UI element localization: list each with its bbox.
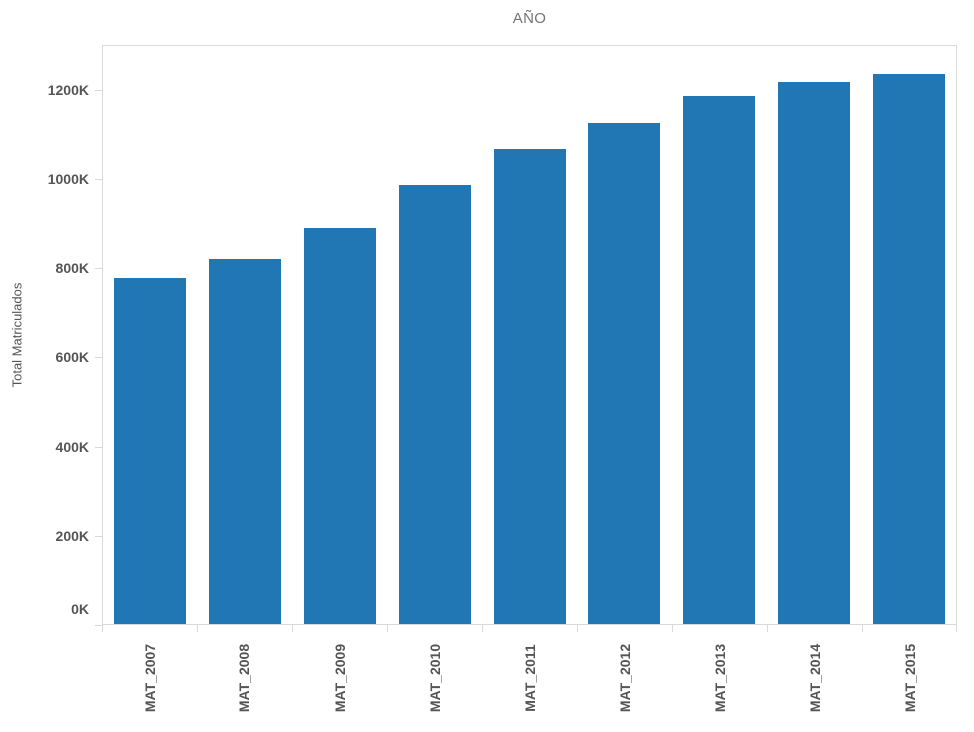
x-tick-mark [386, 625, 388, 632]
x-tick-label: MAT_2013 [711, 643, 728, 713]
bar-MAT_2012[interactable] [588, 122, 661, 624]
x-tick-mark [956, 625, 957, 632]
x-tick-label: MAT_2012 [616, 643, 633, 713]
bar-band [198, 46, 293, 624]
bar-MAT_2014[interactable] [777, 82, 850, 624]
y-tick-mark [95, 535, 102, 537]
x-tick-mark [481, 625, 483, 632]
y-tick-label: 400K [55, 438, 89, 455]
bar-MAT_2015[interactable] [872, 74, 945, 624]
x-tick-mark [577, 625, 578, 632]
bar-MAT_2009[interactable] [303, 228, 376, 624]
bar-MAT_2011[interactable] [493, 148, 566, 624]
y-tick-mark [95, 268, 102, 270]
x-tick-mark [102, 625, 103, 632]
x-tick-label: MAT_2014 [806, 643, 823, 713]
y-tick-label: 1200K [47, 81, 89, 98]
y-tick-mark [95, 178, 102, 180]
bar-MAT_2008[interactable] [209, 259, 282, 624]
y-tick-label: 800K [55, 260, 89, 277]
plot-area [103, 46, 956, 624]
x-tick-label: MAT_2007 [141, 643, 158, 713]
bar-band [103, 46, 198, 624]
y-tick-mark [95, 89, 102, 91]
bar-band [672, 46, 767, 624]
bar-band [387, 46, 482, 624]
chart-title: AÑO [512, 10, 547, 27]
y-tick-label: 1000K [47, 170, 89, 187]
bar-band [577, 46, 672, 624]
y-tick-mark [95, 625, 102, 626]
x-tick-mark [671, 625, 673, 632]
bar-MAT_2007[interactable] [114, 278, 187, 624]
plot-pane [102, 45, 957, 625]
y-tick-label: 0K [71, 601, 89, 617]
bar-band [293, 46, 388, 624]
x-tick-label: MAT_2011 [521, 644, 538, 712]
x-tick-mark [861, 625, 863, 632]
bar-band [861, 46, 956, 624]
x-tick-mark [767, 625, 768, 632]
bar-band [482, 46, 577, 624]
x-axis-labels: MAT_2007 MAT_2008 MAT_2009 MAT_2010 MAT_2011… [102, 631, 957, 729]
x-tick-label: MAT_2008 [236, 643, 253, 713]
x-axis [102, 625, 957, 633]
x-tick-label: MAT_2010 [426, 643, 443, 713]
y-tick-label: 200K [55, 527, 89, 544]
y-tick-mark [95, 357, 102, 359]
bar-MAT_2013[interactable] [683, 95, 756, 624]
x-tick-mark [291, 625, 293, 632]
y-tick-mark [95, 446, 102, 448]
x-tick-mark [196, 625, 198, 632]
bar-MAT_2010[interactable] [398, 185, 471, 624]
x-tick-label: MAT_2015 [901, 643, 918, 713]
bar-band [766, 46, 861, 624]
y-tick-label: 600K [55, 349, 89, 366]
x-tick-label: MAT_2009 [331, 643, 348, 713]
y-axis: 0K 200K 400K 600K 800K 1000K 1200K [0, 45, 102, 626]
